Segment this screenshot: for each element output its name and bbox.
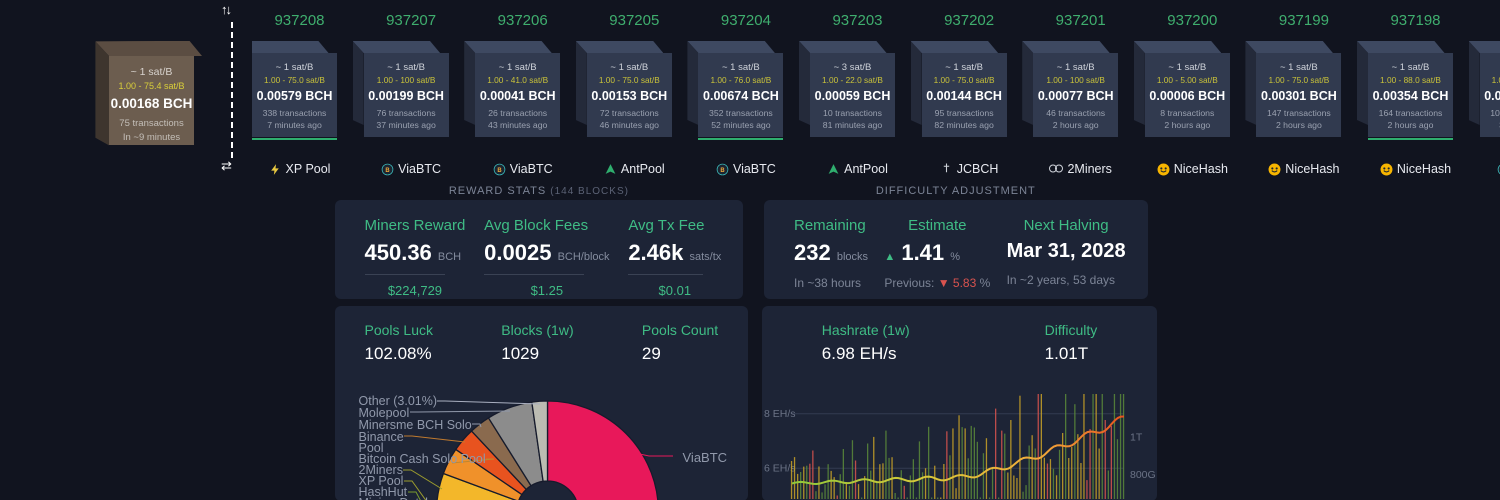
svg-text:8 EH/s: 8 EH/s [764, 408, 796, 420]
svg-text:B: B [720, 168, 725, 174]
svg-text:6 EH/s: 6 EH/s [764, 463, 796, 475]
svg-text:B: B [386, 168, 391, 174]
svg-text:1T: 1T [1130, 432, 1143, 444]
svg-text:B: B [497, 168, 502, 174]
svg-text:800G: 800G [1130, 469, 1156, 481]
